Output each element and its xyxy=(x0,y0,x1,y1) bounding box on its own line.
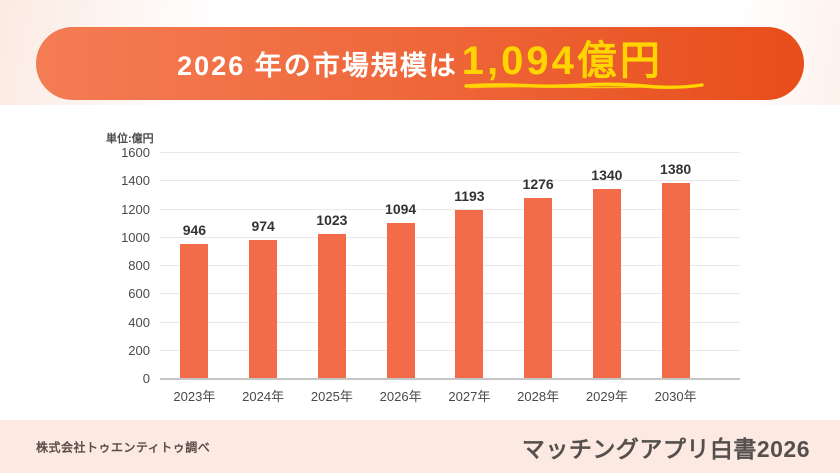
bar-value-label: 1193 xyxy=(454,187,485,204)
bar-2024年 xyxy=(249,240,278,378)
bar-column: 1276 xyxy=(504,152,573,378)
bars-container: 946 974 1023 1094 1193 1276 1340 1380 xyxy=(160,152,710,378)
footer-source-text: 株式会社トゥエンティトゥ調べ xyxy=(36,440,211,454)
bar-2027年 xyxy=(455,209,484,378)
x-tick-label: 2026年 xyxy=(379,389,422,404)
y-tick-label: 1600 xyxy=(121,145,150,160)
bar-2028年 xyxy=(524,197,553,378)
y-tick-label: 1000 xyxy=(121,229,150,245)
x-tick-label: 2029年 xyxy=(585,389,628,404)
gridline-200 xyxy=(160,349,740,351)
bar-column: 1380 xyxy=(641,152,710,378)
x-tick-label: 2025年 xyxy=(310,389,353,404)
bar-chart: 単位:億円 0 200 400 600 800 1000 1200 1400 1600 946 9… xyxy=(100,128,780,418)
x-tick-label: 2024年 xyxy=(242,389,285,404)
x-tick-label: 2023年 xyxy=(173,389,216,404)
bar-column: 974 xyxy=(229,152,298,378)
title-banner: 2026 年の市場規模は 1,094億円 xyxy=(36,27,804,100)
gridline-800 xyxy=(160,265,740,266)
y-tick-label: 400 xyxy=(128,314,150,330)
bar-value-label: 1276 xyxy=(522,175,554,192)
x-tick-label: 2028年 xyxy=(517,389,560,404)
bar-column: 1193 xyxy=(435,152,504,378)
bar-2025年 xyxy=(317,233,346,378)
bar-column: 1094 xyxy=(366,152,435,378)
x-tick-label: 2027年 xyxy=(448,389,491,404)
bar-value-label: 946 xyxy=(182,222,207,239)
gridline-1000 xyxy=(160,236,740,238)
bar-column: 946 xyxy=(160,152,229,378)
banner-title-text: 2026 年の市場規模は xyxy=(177,51,458,81)
bar-value-label: 1340 xyxy=(591,166,623,183)
bar-2023年 xyxy=(180,244,209,378)
bar-column: 1023 xyxy=(298,152,367,378)
hand-drawn-underline xyxy=(464,82,704,89)
bar-value-label: 1380 xyxy=(660,161,692,178)
y-tick-label: 1200 xyxy=(121,201,150,217)
gridline-400 xyxy=(160,321,740,323)
bar-2030年 xyxy=(661,183,690,378)
chart-unit-label: 単位:億円 xyxy=(106,133,154,145)
x-axis-labels: 2023年 2024年 2025年 2026年 2027年 2028年 2029年 2030年 xyxy=(160,386,710,405)
gridline-0 xyxy=(160,378,740,380)
y-tick-label: 800 xyxy=(128,258,150,273)
footer-report-title: マッチングアプリ白書2026 xyxy=(521,435,810,462)
banner-highlight: 1,094億円 xyxy=(461,38,704,89)
gridline-1600 xyxy=(160,152,740,153)
bar-2026年 xyxy=(386,223,415,378)
gridline-600 xyxy=(160,293,740,295)
bar-value-label: 1023 xyxy=(316,211,348,228)
gridline-1400 xyxy=(160,180,740,182)
bar-2029年 xyxy=(592,188,621,378)
y-tick-label: 0 xyxy=(142,371,150,386)
bar-value-label: 1094 xyxy=(385,201,417,218)
x-tick-label: 2030年 xyxy=(654,389,697,404)
banner-highlight-value: 1,094億円 xyxy=(461,38,663,83)
bar-column: 1340 xyxy=(573,152,642,378)
chart-plot-area: 0 200 400 600 800 1000 1200 1400 1600 946 974 1023… xyxy=(121,145,740,404)
y-tick-label: 600 xyxy=(128,286,150,302)
y-tick-label: 200 xyxy=(128,342,150,358)
bar-value-label: 974 xyxy=(251,218,275,235)
y-tick-label: 1400 xyxy=(121,173,150,189)
footer-band: 株式会社トゥエンティトゥ調べ マッチングアプリ白書2026 xyxy=(0,420,840,473)
gridline-1200 xyxy=(160,208,740,210)
